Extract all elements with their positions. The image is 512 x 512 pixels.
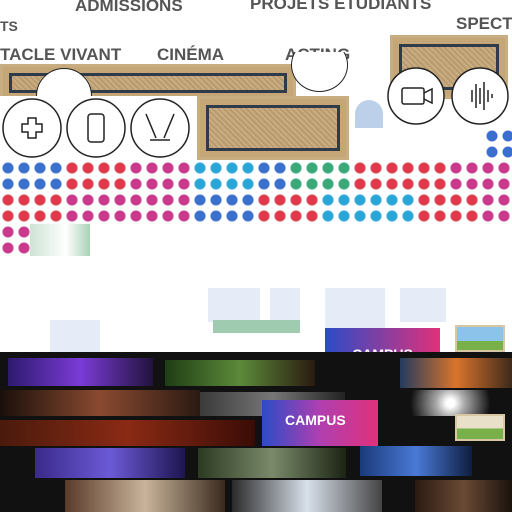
photo	[415, 480, 512, 512]
pattern	[0, 160, 64, 192]
block	[50, 320, 100, 352]
pattern	[256, 160, 288, 192]
pattern	[320, 192, 416, 224]
block	[325, 288, 385, 328]
photo	[400, 358, 512, 388]
icons	[2, 98, 190, 158]
pattern	[128, 160, 192, 192]
campus-banner[interactable]: CAMPUS	[325, 328, 440, 352]
pattern	[256, 192, 320, 224]
photo	[232, 480, 382, 512]
block	[270, 288, 300, 322]
landscape-image	[455, 414, 505, 441]
pattern	[0, 192, 64, 224]
photo	[35, 448, 185, 478]
landscape-image	[455, 325, 505, 352]
pattern	[192, 192, 256, 224]
nav-item[interactable]: PROJETS ÉTUDIANTS	[250, 0, 432, 13]
nav-item[interactable]: SPECT	[456, 14, 512, 33]
campus-banner[interactable]: CAMPUS	[262, 400, 378, 446]
bar	[213, 320, 300, 333]
pattern	[484, 128, 512, 160]
pattern	[64, 192, 192, 224]
icons	[387, 67, 509, 125]
pattern	[64, 160, 128, 192]
pattern	[480, 192, 512, 224]
pattern	[0, 224, 30, 256]
pattern	[352, 160, 448, 192]
pattern	[416, 192, 480, 224]
photo	[65, 480, 225, 512]
nav-item[interactable]: TS	[0, 18, 18, 32]
banner-label: CAMPUS	[325, 346, 440, 352]
pattern	[192, 160, 256, 192]
decor	[355, 100, 383, 128]
pattern	[288, 160, 352, 192]
photo	[360, 446, 472, 476]
photo	[8, 358, 153, 386]
photo	[0, 420, 255, 446]
rug-image	[197, 96, 349, 160]
pattern	[448, 160, 512, 192]
banner-label: CAMPUS	[285, 412, 346, 428]
photo	[400, 390, 512, 416]
block	[400, 288, 446, 322]
nav-item[interactable]: CINÉMA	[157, 45, 225, 64]
nav-item[interactable]: ADMISSIONS	[75, 0, 183, 15]
block	[208, 288, 260, 322]
photo	[198, 448, 346, 478]
photo	[0, 390, 200, 416]
photo	[165, 360, 315, 386]
decor	[30, 224, 90, 256]
nav-item[interactable]: TACLE VIVANT	[0, 45, 122, 64]
